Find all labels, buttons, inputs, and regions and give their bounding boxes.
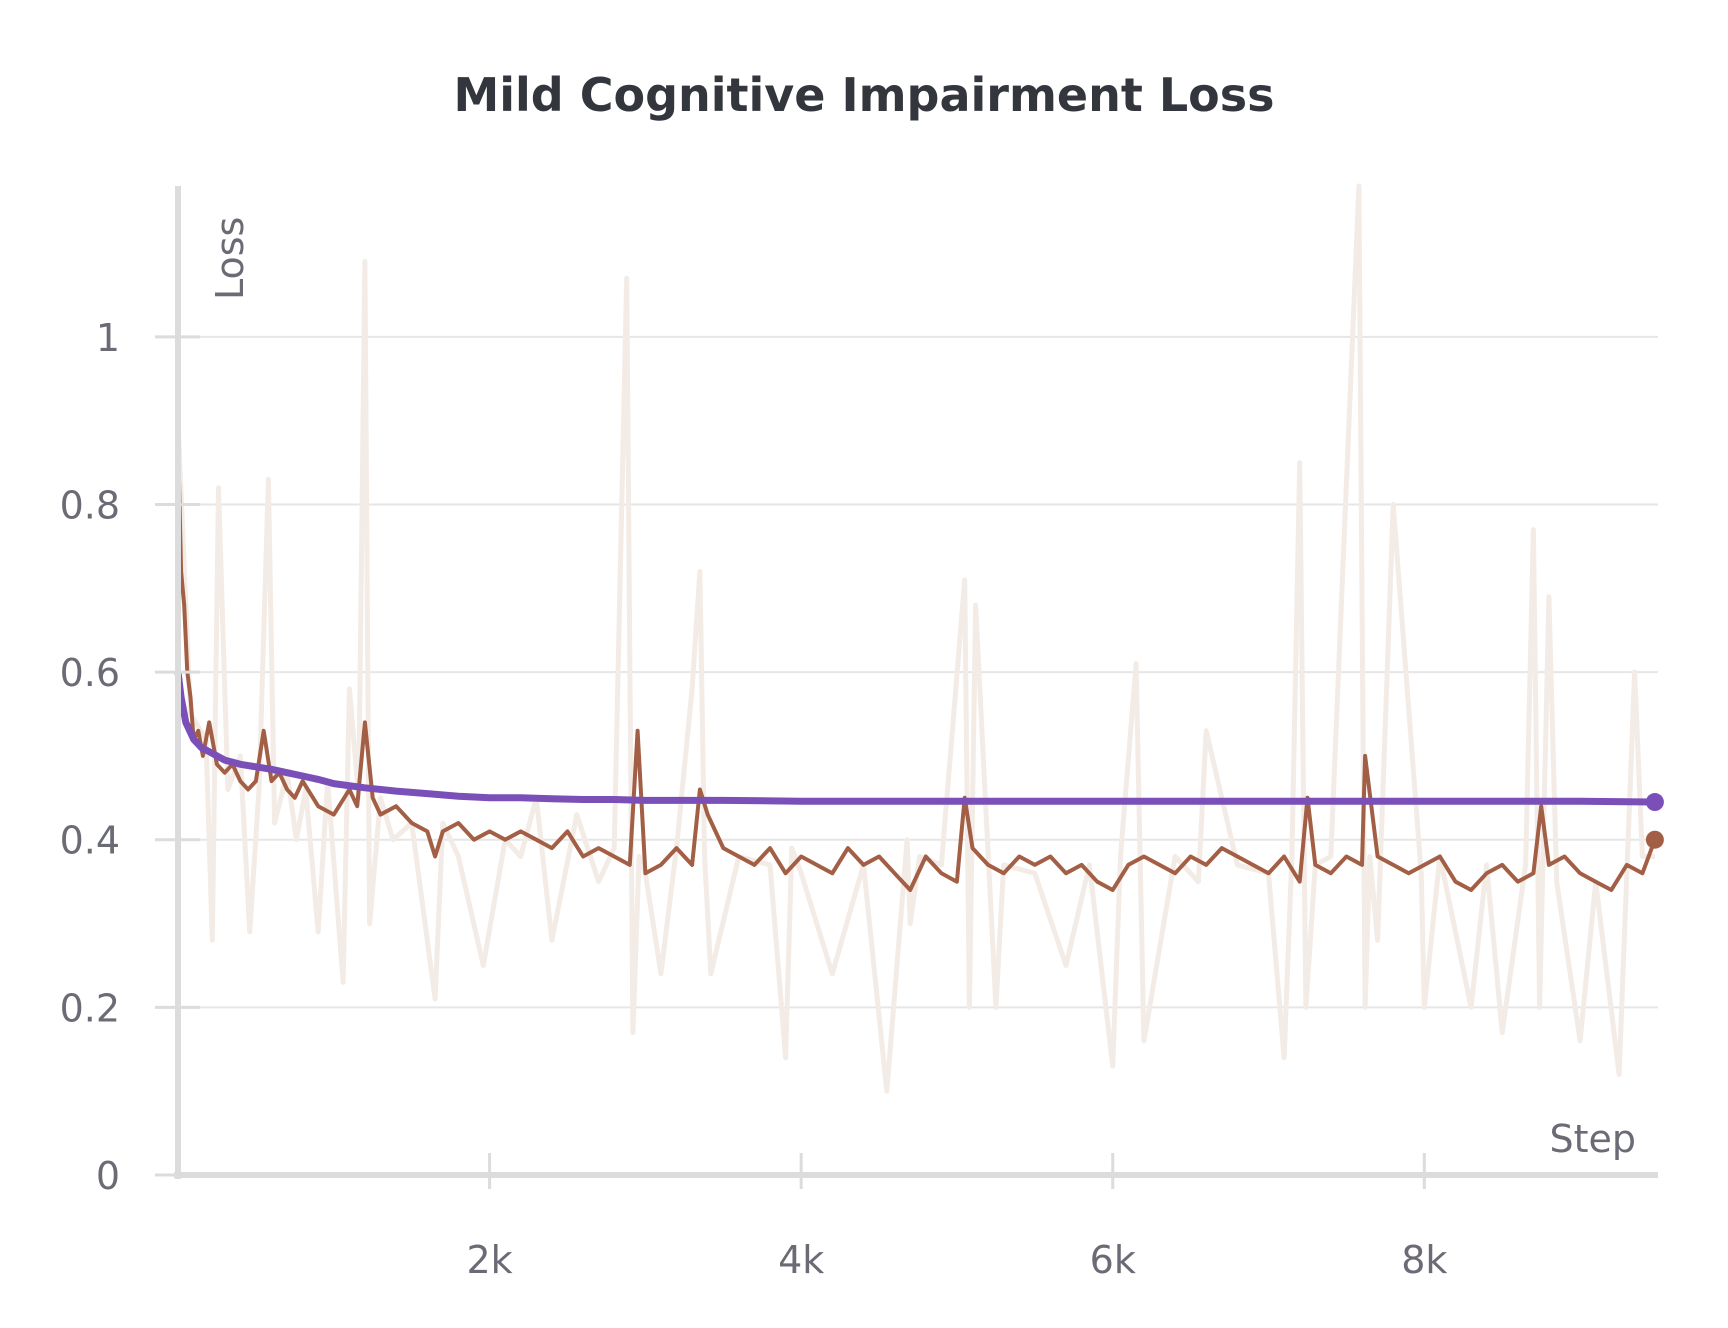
x-tick-label: 8k: [1401, 1238, 1447, 1282]
x-tick-label: 6k: [1090, 1238, 1136, 1282]
y-tick-label: 0.4: [60, 819, 120, 863]
grid-lines: [178, 335, 1658, 1009]
series-1-end-marker: [1645, 830, 1664, 849]
y-tick-label: 0.2: [60, 986, 120, 1030]
tick-labels: 0 0.2 0.4 0.6 0.8 1 2k 4k 6k 8k: [60, 316, 1448, 1282]
series-2-line: [175, 183, 1655, 1094]
x-axis-title: Step: [1549, 1117, 1636, 1161]
series-0-line: [174, 671, 1655, 806]
chart-title: Mild Cognitive Impairment Loss: [453, 68, 1275, 122]
series-0-end-marker: [1645, 793, 1664, 812]
y-tick-label: 1: [96, 316, 120, 360]
x-tick-label: 2k: [466, 1238, 512, 1282]
y-tick-label: 0.6: [60, 651, 120, 695]
y-axis-title: Loss: [208, 217, 252, 300]
y-tick-label: 0: [96, 1154, 120, 1198]
series-1-line: [176, 437, 1657, 892]
x-tick-label: 4k: [778, 1238, 824, 1282]
series-layer: [174, 183, 1664, 1094]
axes: [155, 186, 1658, 1189]
y-tick-label: 0.8: [60, 483, 120, 527]
